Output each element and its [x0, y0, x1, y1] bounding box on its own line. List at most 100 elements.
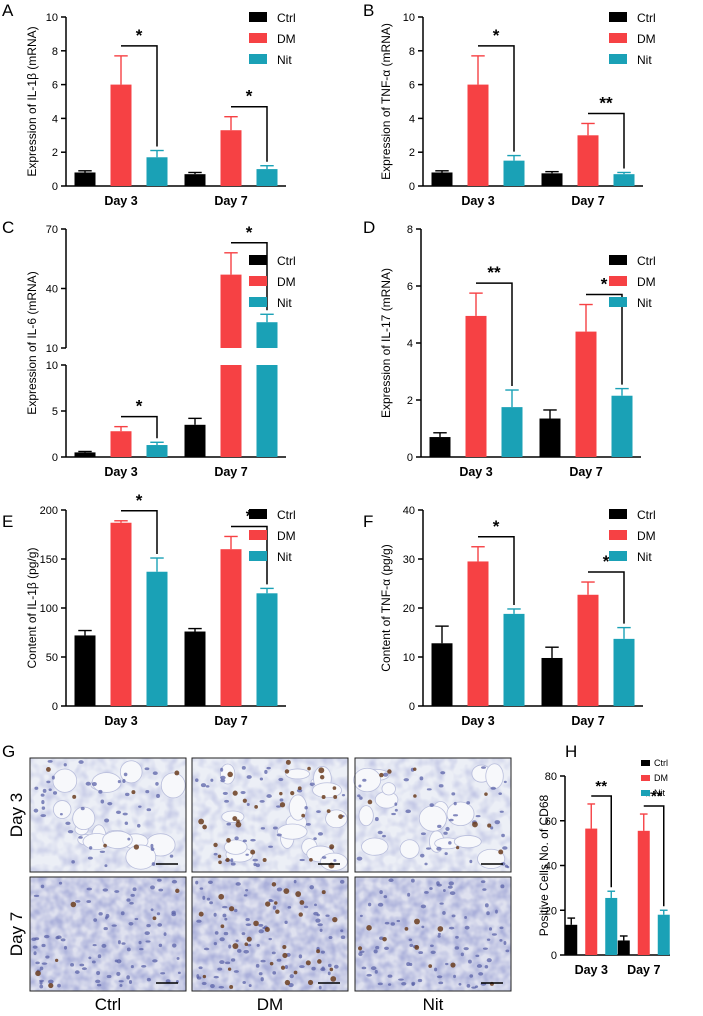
nucleus [454, 946, 460, 950]
nucleus [144, 931, 150, 936]
nucleus [276, 833, 282, 837]
nucleus [105, 913, 110, 919]
nucleus [316, 810, 321, 813]
nucleus [44, 934, 50, 939]
nucleus [452, 814, 459, 817]
y-tick-label: 6 [407, 281, 413, 293]
nucleus [172, 943, 177, 948]
bar-ctrl [617, 940, 630, 955]
nucleus [150, 847, 155, 851]
nucleus [315, 918, 321, 923]
nucleus [405, 809, 411, 814]
positive-cell [232, 943, 239, 950]
bar-dm [110, 431, 132, 457]
nucleus [141, 964, 147, 968]
positive-cell [366, 925, 372, 931]
nucleus [48, 788, 52, 792]
legend-label-ctrl: Ctrl [277, 508, 296, 522]
legend-swatch-dm [249, 276, 267, 286]
nucleus [451, 792, 456, 796]
nucleus [210, 778, 214, 782]
significance-marker: * [601, 275, 608, 294]
nucleus [469, 859, 473, 864]
nucleus [495, 909, 498, 914]
nucleus [490, 786, 497, 790]
y-tick-label: 4 [409, 113, 415, 125]
chart-panel-h: H 0 20 40 60 80 Positive Cells No. of CD68 Day … [537, 742, 670, 977]
nucleus [453, 974, 457, 979]
nucleus [96, 970, 101, 976]
positive-cell [309, 857, 313, 862]
positive-cell [46, 767, 51, 772]
nucleus [151, 862, 156, 866]
chart-panel-b: B 0 2 4 6 8 10 Expression of TNF-α (mRNA) Day 3 *… [363, 1, 656, 208]
significance-bracket [121, 510, 158, 555]
bar-nit-upper [256, 322, 278, 348]
nucleus [213, 852, 218, 856]
significance-bracket [588, 571, 625, 624]
nucleus [91, 960, 96, 964]
nucleus [120, 911, 125, 916]
positive-cell [319, 774, 325, 780]
bar-dm [465, 315, 487, 457]
y-axis-title: Content of IL-1β (pg/g) [25, 548, 39, 669]
positive-cell [367, 799, 373, 805]
chart-panel-a: A 0 2 4 6 8 10 Expression of IL-1β (mRNA) Day 3 *… [2, 1, 296, 208]
nucleus [443, 831, 448, 835]
nucleus [246, 802, 250, 807]
nucleus [478, 972, 484, 976]
nucleus [200, 783, 207, 788]
y-tick-label: 60 [545, 816, 557, 828]
nucleus [476, 964, 483, 968]
nucleus [213, 912, 217, 917]
nucleus [117, 779, 121, 784]
positive-cell [330, 976, 337, 982]
positive-cell [253, 920, 259, 927]
nucleus [491, 933, 497, 936]
nucleus [206, 897, 211, 901]
nucleus [169, 854, 174, 858]
tile-border [191, 876, 349, 992]
positive-cell [262, 858, 267, 863]
nucleus [129, 901, 134, 905]
legend-label-nit: Nit [637, 296, 652, 310]
panel-letter-a: A [2, 1, 14, 20]
nucleus [139, 947, 144, 951]
nucleus [309, 885, 315, 890]
nucleus [284, 920, 288, 924]
nucleus [437, 824, 442, 829]
bar-ctrl [74, 452, 96, 457]
x-tick-label: Day 7 [214, 714, 247, 728]
nucleus [93, 918, 98, 922]
positive-cell [498, 849, 504, 855]
nucleus [503, 941, 507, 946]
nucleus [410, 878, 415, 883]
micrograph-tile [353, 757, 512, 873]
legend-swatch-nit [249, 551, 267, 561]
tile-border [354, 876, 512, 992]
positive-cell [305, 960, 311, 966]
nucleus [156, 912, 161, 916]
y-tick-label: 10 [46, 360, 58, 372]
nucleus [377, 830, 383, 835]
nucleus [248, 984, 252, 988]
nucleus [502, 846, 508, 850]
nucleus [158, 943, 163, 948]
nucleus [340, 935, 346, 940]
nucleus [276, 958, 282, 962]
nucleus [498, 792, 502, 795]
nucleus [79, 963, 85, 967]
legend-label-nit: Nit [637, 53, 652, 67]
nucleus [31, 937, 37, 941]
positive-cell [35, 970, 41, 977]
nucleus [63, 945, 68, 950]
nucleus [321, 856, 327, 859]
bar-dm [577, 594, 599, 706]
legend-swatch-dm [249, 530, 267, 540]
y-tick-label: 4 [407, 338, 413, 350]
nucleus [374, 817, 379, 822]
significance-marker: * [246, 223, 253, 242]
bar-nit [146, 571, 168, 706]
nucleus [107, 802, 113, 806]
